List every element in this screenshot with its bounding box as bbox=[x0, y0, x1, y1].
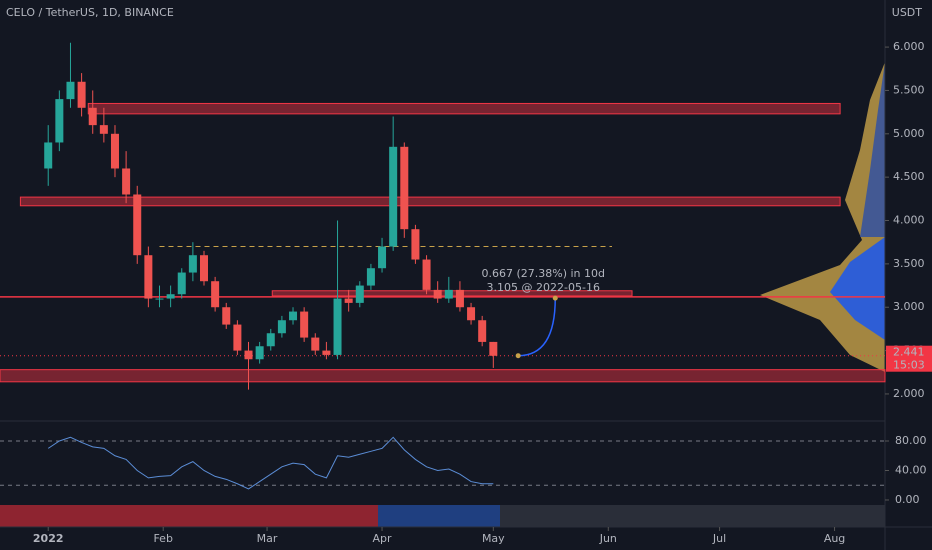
rsi-tick-label: 0.00 bbox=[895, 493, 920, 506]
y-tick-label: 5.000 bbox=[893, 127, 925, 140]
y-tick-label: 2.000 bbox=[893, 387, 925, 400]
volume-profile-up bbox=[830, 237, 885, 340]
rsi-tick-label: 80.00 bbox=[895, 434, 927, 447]
candle-body bbox=[389, 146, 398, 247]
candle-body bbox=[478, 320, 487, 342]
candle-body bbox=[122, 168, 131, 195]
candle-body bbox=[333, 298, 342, 355]
projection-end bbox=[552, 295, 558, 301]
x-tick-label: Feb bbox=[153, 532, 172, 545]
candle-body bbox=[400, 146, 409, 230]
candle-body bbox=[144, 255, 153, 299]
candle-body bbox=[277, 320, 286, 334]
candle-body bbox=[455, 289, 464, 308]
x-tick-label: Mar bbox=[257, 532, 278, 545]
candle-body bbox=[211, 281, 220, 308]
bottom-strip-red bbox=[0, 505, 378, 527]
countdown: 15:03 bbox=[893, 359, 925, 372]
candle-body bbox=[44, 142, 53, 169]
candle-body bbox=[222, 307, 231, 325]
candle-body bbox=[289, 311, 298, 321]
candle-body bbox=[66, 81, 75, 100]
candle-body bbox=[422, 259, 431, 290]
x-tick-label: Jun bbox=[599, 532, 617, 545]
projection-text: 0.667 (27.38%) in 10d bbox=[481, 267, 605, 280]
candle-body bbox=[166, 294, 175, 299]
y-tick-label: 3.000 bbox=[893, 300, 925, 313]
candle-body bbox=[467, 307, 476, 321]
last-price-label: 2.441 bbox=[893, 346, 925, 359]
candle-body bbox=[355, 285, 364, 303]
projection-arrow bbox=[518, 298, 557, 357]
x-tick-label: Aug bbox=[824, 532, 845, 545]
candle-body bbox=[244, 350, 253, 360]
x-tick-label: May bbox=[482, 532, 505, 545]
bottom-strip-blue bbox=[378, 505, 500, 527]
x-tick-label: Jul bbox=[712, 532, 726, 545]
candle-body bbox=[300, 311, 309, 338]
candle-body bbox=[233, 324, 242, 351]
candle-body bbox=[411, 229, 420, 260]
projection-start bbox=[515, 353, 521, 359]
candle-body bbox=[322, 350, 331, 355]
last-price-tag bbox=[886, 345, 932, 372]
candle-body bbox=[344, 298, 353, 303]
y-tick-label: 6.000 bbox=[893, 40, 925, 53]
candle-body bbox=[433, 289, 442, 299]
candle-body bbox=[88, 107, 97, 126]
y-tick-label: 4.500 bbox=[893, 170, 925, 183]
candle-body bbox=[366, 268, 375, 286]
rsi-tick-label: 40.00 bbox=[895, 463, 927, 476]
candle-body bbox=[155, 298, 164, 300]
y-tick-label: 3.500 bbox=[893, 257, 925, 270]
candle-body bbox=[489, 341, 498, 356]
candle-body bbox=[378, 246, 387, 269]
zone bbox=[19, 196, 841, 207]
zone bbox=[0, 369, 886, 383]
candle-body bbox=[99, 125, 108, 134]
y-tick-label: 5.500 bbox=[893, 83, 925, 96]
candle-body bbox=[133, 194, 142, 256]
y-tick-label: 4.000 bbox=[893, 214, 925, 227]
candle-body bbox=[110, 133, 119, 169]
volume-profile-up bbox=[860, 62, 885, 237]
candle-body bbox=[255, 346, 264, 360]
candle-body bbox=[77, 81, 86, 108]
candle-body bbox=[55, 99, 64, 143]
x-tick-label: Apr bbox=[373, 532, 393, 545]
candle-body bbox=[311, 337, 320, 351]
projection-target: 3.105 @ 2022-05-16 bbox=[487, 281, 600, 294]
rsi-line bbox=[47, 436, 494, 490]
candle-body bbox=[266, 333, 275, 347]
candle-body bbox=[200, 255, 209, 282]
x-tick-label: 2022 bbox=[33, 532, 64, 545]
zone bbox=[87, 102, 841, 115]
candle-body bbox=[444, 289, 453, 299]
y-unit: USDT bbox=[892, 6, 923, 19]
candle-body bbox=[188, 255, 197, 273]
chart-title: CELO / TetherUS, 1D, BINANCE bbox=[6, 6, 174, 19]
candle-body bbox=[177, 272, 186, 295]
